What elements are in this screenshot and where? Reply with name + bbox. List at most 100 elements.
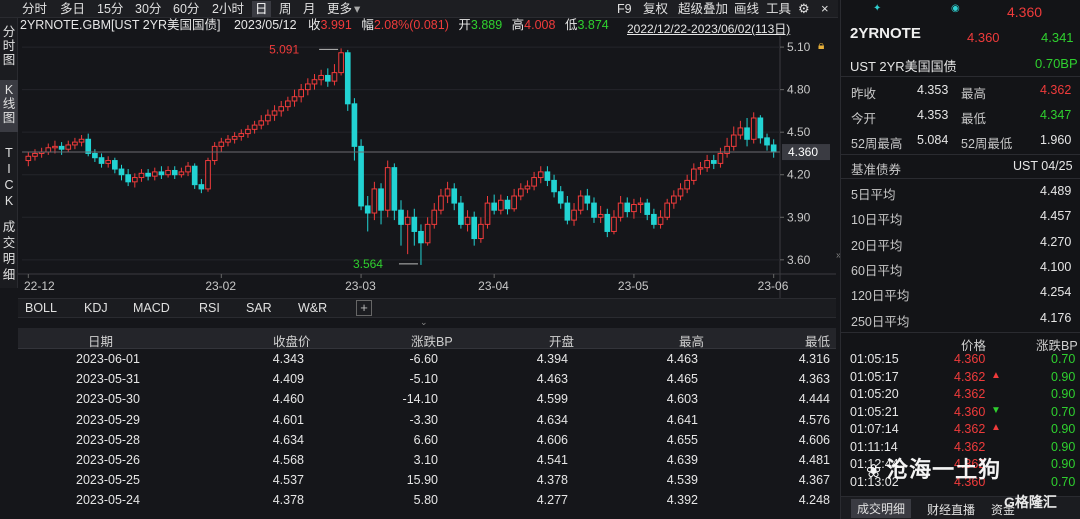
candle[interactable] [637, 197, 644, 214]
candle[interactable] [451, 183, 458, 211]
candle[interactable] [245, 125, 251, 138]
candle[interactable] [584, 188, 591, 211]
candle[interactable] [92, 149, 98, 162]
candle[interactable] [138, 169, 145, 182]
period-tab-multiday[interactable]: 多日 [60, 2, 86, 16]
table-row[interactable]: 2023-06-01 4.343 -6.60 4.394 4.463 4.316 [18, 352, 836, 371]
period-tab-2h[interactable]: 2小时 [212, 2, 244, 16]
candle[interactable] [72, 137, 78, 150]
candle[interactable] [730, 126, 737, 151]
tab-kline-chart[interactable]: K线图 [0, 80, 18, 132]
period-tab-week[interactable]: 周 [279, 2, 292, 16]
candle[interactable] [398, 200, 404, 246]
candle[interactable] [511, 188, 517, 212]
candle[interactable] [657, 210, 664, 229]
candle[interactable] [52, 140, 58, 154]
indicator-tab-sar[interactable]: SAR [246, 301, 272, 315]
table-row[interactable]: 2023-05-26 4.568 3.10 4.541 4.639 4.481 [18, 453, 836, 472]
candle[interactable] [744, 118, 750, 147]
lock-icon[interactable]: 🔒︎ [818, 38, 825, 52]
candle[interactable] [32, 149, 38, 161]
candle[interactable] [305, 78, 311, 96]
candle[interactable] [178, 167, 185, 178]
candle[interactable] [25, 152, 32, 167]
candle[interactable] [571, 203, 577, 226]
tab-trade-detail[interactable]: 成交明细 [0, 216, 18, 284]
candle[interactable] [684, 174, 690, 194]
candle[interactable] [757, 115, 764, 144]
candle[interactable] [671, 190, 677, 209]
candle[interactable] [617, 196, 624, 222]
candle[interactable] [298, 83, 305, 103]
candle[interactable] [98, 153, 105, 168]
bell-icon[interactable]: ◉ [951, 3, 960, 14]
tab-tick[interactable]: TICK [0, 142, 18, 208]
candle[interactable] [185, 161, 191, 177]
candle[interactable] [750, 112, 757, 144]
candle[interactable] [351, 98, 358, 161]
candle[interactable] [644, 198, 651, 221]
candle[interactable] [544, 166, 551, 187]
candle[interactable] [537, 166, 544, 184]
indicator-tab-kdj[interactable]: KDJ [84, 301, 108, 315]
candle[interactable] [677, 183, 684, 201]
candle[interactable] [611, 210, 617, 235]
candle[interactable] [285, 96, 291, 111]
col-high[interactable]: 最高 [679, 335, 705, 349]
candle[interactable] [651, 208, 657, 229]
table-row[interactable]: 2023-05-25 4.537 15.90 4.378 4.539 4.367 [18, 473, 836, 492]
candle[interactable] [504, 196, 511, 215]
candle[interactable] [205, 157, 211, 192]
candle[interactable] [484, 196, 491, 229]
candle[interactable] [724, 137, 730, 158]
collapse-chevron-icon[interactable]: ⌄ [420, 317, 428, 327]
candle[interactable] [158, 166, 165, 179]
candle[interactable] [344, 49, 351, 111]
date-range-label[interactable]: 2022/12/22-2023/06/02(113日) [627, 22, 791, 36]
table-row[interactable]: 2023-05-29 4.601 -3.30 4.634 4.641 4.576 [18, 413, 836, 432]
pin-icon[interactable]: ✦ [873, 3, 882, 14]
candle[interactable] [624, 197, 631, 218]
candle[interactable] [471, 211, 478, 246]
expand-right-icon[interactable]: » [836, 250, 842, 261]
candle[interactable] [112, 157, 118, 174]
candle[interactable] [145, 169, 151, 181]
close-icon[interactable]: × [821, 1, 829, 16]
candle[interactable] [690, 163, 697, 185]
candle[interactable] [764, 133, 770, 151]
candle[interactable] [431, 203, 438, 229]
candle[interactable] [151, 167, 158, 181]
f9-button[interactable]: F9 [617, 2, 632, 16]
candle[interactable] [218, 137, 225, 153]
tab-trade-detail-panel[interactable]: 成交明细 [851, 499, 912, 518]
candle[interactable] [371, 181, 378, 221]
add-indicator-icon[interactable]: + [356, 300, 372, 316]
adjust-button[interactable]: 复权 [643, 2, 669, 16]
draw-line-button[interactable]: 画线 [734, 2, 760, 16]
candle[interactable] [378, 183, 384, 225]
candle[interactable] [418, 224, 424, 265]
col-open[interactable]: 开盘 [549, 335, 575, 349]
candle[interactable] [697, 161, 704, 175]
candle[interactable] [85, 133, 92, 157]
candle[interactable] [597, 205, 604, 223]
candle[interactable] [364, 196, 371, 232]
candle[interactable] [78, 135, 85, 147]
candle[interactable] [737, 120, 744, 140]
candle[interactable] [291, 89, 298, 107]
period-tab-15min[interactable]: 15分 [97, 2, 124, 16]
candle[interactable] [165, 166, 171, 178]
indicator-tab-boll[interactable]: BOLL [25, 301, 57, 315]
candle[interactable] [338, 48, 344, 76]
candle[interactable] [105, 156, 112, 168]
candle[interactable] [131, 173, 138, 188]
candle[interactable] [444, 181, 451, 204]
candle[interactable] [318, 69, 324, 86]
col-close[interactable]: 收盘价 [273, 335, 311, 349]
table-row[interactable]: 2023-05-30 4.460 -14.10 4.599 4.603 4.444 [18, 392, 836, 411]
period-tab-more[interactable]: 更多 [327, 2, 353, 16]
candle[interactable] [384, 160, 391, 218]
candle[interactable] [311, 74, 318, 90]
candle[interactable] [391, 163, 398, 221]
indicator-tab-rsi[interactable]: RSI [199, 301, 220, 315]
